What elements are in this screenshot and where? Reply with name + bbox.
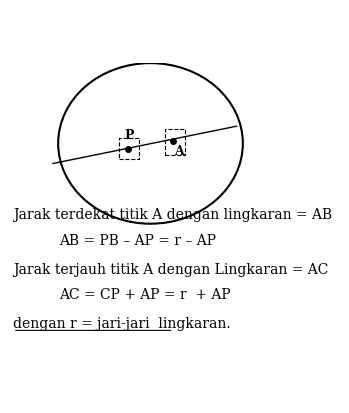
- Text: Jarak terjauh titik A dengan Lingkaran = AC: Jarak terjauh titik A dengan Lingkaran =…: [13, 263, 328, 277]
- Bar: [119, 138, 139, 159]
- Text: P: P: [124, 129, 134, 142]
- Text: AB = PB – AP = r – AP: AB = PB – AP = r – AP: [59, 234, 216, 248]
- Text: dengan r = jari-jari  lingkaran.: dengan r = jari-jari lingkaran.: [13, 317, 230, 331]
- Text: Jarak terdekat titik A dengan lingkaran = AB: Jarak terdekat titik A dengan lingkaran …: [13, 208, 332, 222]
- Bar: [165, 129, 185, 155]
- Text: A: A: [174, 145, 184, 158]
- Text: AC = CP + AP = r  + AP: AC = CP + AP = r + AP: [59, 288, 230, 302]
